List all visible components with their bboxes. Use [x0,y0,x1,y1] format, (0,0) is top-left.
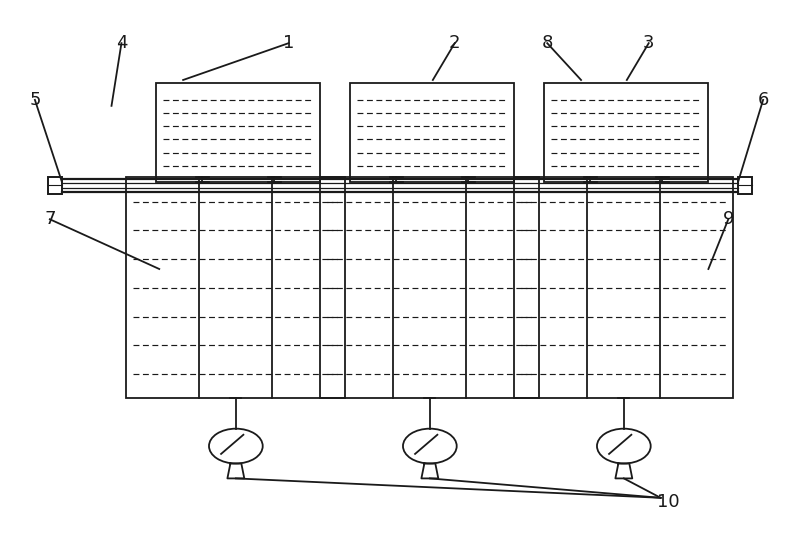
Bar [514,177,734,398]
Text: 8: 8 [542,34,553,52]
Bar [156,83,321,183]
Bar [738,177,752,194]
Bar [321,177,539,398]
Bar [126,177,346,398]
Bar [350,83,514,183]
Text: 6: 6 [758,91,769,109]
Bar [48,177,62,194]
Text: 3: 3 [643,34,654,52]
Text: 4: 4 [116,34,127,52]
Text: 5: 5 [29,91,41,109]
Text: 9: 9 [722,211,734,228]
Text: 1: 1 [283,34,294,52]
Bar [544,83,708,183]
Text: 7: 7 [44,211,55,228]
Text: 10: 10 [658,493,680,511]
Text: 2: 2 [449,34,461,52]
